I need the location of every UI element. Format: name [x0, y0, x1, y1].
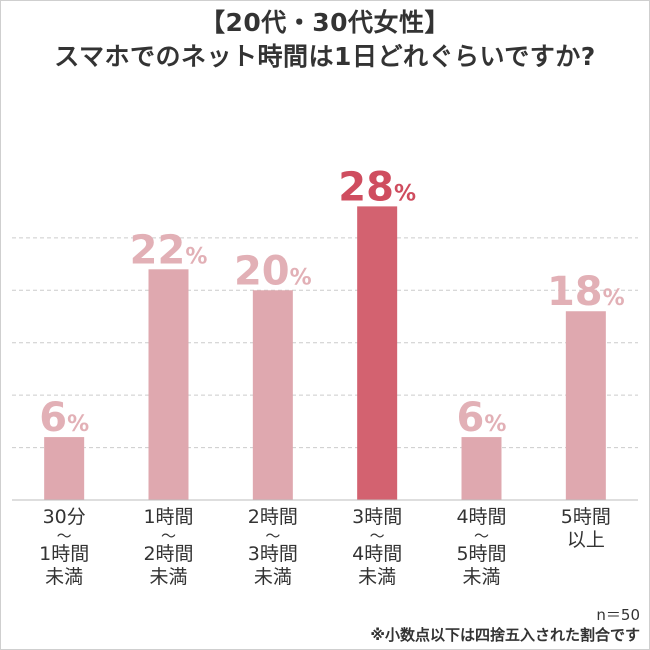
bar-value-label: 22% — [130, 227, 208, 273]
bar-value-label: 6% — [457, 395, 507, 441]
x-tick-label: 3時間〜 4時間 未満 — [322, 506, 432, 589]
x-tick-label-line: 〜 — [369, 527, 385, 545]
bar-value-label: 18% — [547, 269, 625, 315]
chart-title-line2: スマホでのネット時間は1日どれぐらいですか? — [54, 42, 596, 71]
bar-value-label: 28% — [338, 164, 416, 210]
x-tick-label-line: 3時間 — [247, 543, 298, 565]
bar — [461, 437, 502, 500]
x-tick-label: 2時間〜 3時間 未満 — [218, 506, 328, 589]
chart-title-line1: 【20代・30代女性】 — [199, 8, 451, 37]
x-tick-label-line: 〜 — [265, 527, 281, 545]
x-tick-label-line: 〜 — [56, 527, 72, 545]
x-tick-label-line: 2時間 — [143, 543, 194, 565]
x-tick-label-line: 未満 — [253, 566, 292, 588]
x-tick-label-line: 4時間 — [352, 543, 403, 565]
x-tick-label: 5時間 以上 — [531, 506, 641, 552]
x-tick-label: 4時間〜 5時間 未満 — [427, 506, 537, 589]
x-tick-label-line: 〜 — [473, 527, 489, 545]
bar-value-label: 6% — [39, 395, 89, 441]
x-tick-label: 30分〜 1時間 未満 — [9, 506, 119, 589]
x-tick-label-line: 4時間 — [456, 506, 507, 528]
x-tick-label-line: 未満 — [358, 566, 397, 588]
x-tick-label-line: 1時間 — [39, 543, 90, 565]
x-tick-label-line: 未満 — [45, 566, 84, 588]
x-tick-label-line: 1時間 — [143, 506, 194, 528]
value-labels: 6% 22% 20% 28% 6% 18% — [39, 164, 624, 441]
bar — [252, 290, 293, 500]
x-tick-label-line: 〜 — [160, 527, 176, 545]
x-tick-label-line: 未満 — [462, 566, 501, 588]
x-tick-label: 1時間〜 2時間 未満 — [114, 506, 224, 589]
x-tick-label-line: 2時間 — [247, 506, 298, 528]
x-tick-label-line: 30分 — [42, 506, 86, 528]
x-tick-label-line: 以上 — [566, 529, 605, 551]
x-tick-label-line: 未満 — [149, 566, 188, 588]
grid-lines — [12, 237, 638, 449]
rounding-note: ※小数点以下は四捨五入された割合です — [370, 626, 640, 644]
bar — [44, 437, 85, 500]
x-tick-label-line: 5時間 — [560, 506, 611, 528]
bar — [357, 206, 398, 501]
bar — [565, 311, 606, 500]
bar — [148, 269, 189, 500]
chart-title: 【20代・30代女性】 スマホでのネット時間は1日どれぐらいですか? — [0, 6, 650, 74]
bar-value-label: 20% — [234, 248, 312, 294]
sample-size-note: n＝50 — [596, 606, 640, 624]
x-tick-label-line: 5時間 — [456, 543, 507, 565]
bars — [44, 206, 606, 501]
x-tick-label-line: 3時間 — [352, 506, 403, 528]
